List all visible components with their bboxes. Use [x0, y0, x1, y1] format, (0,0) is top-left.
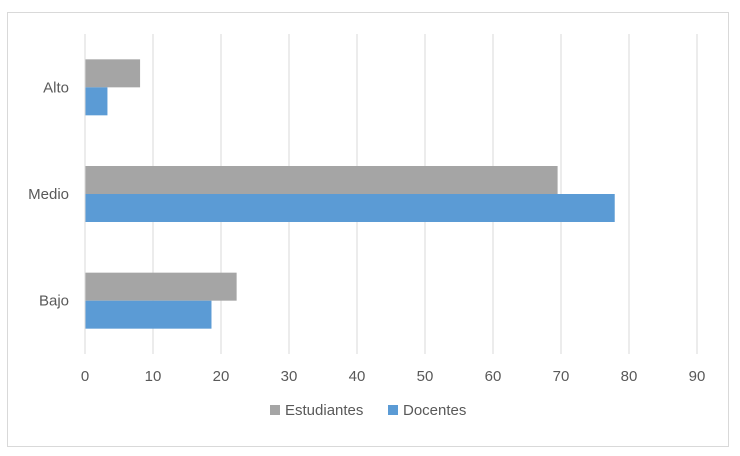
- x-tick-label: 30: [281, 368, 298, 385]
- y-axis: Bajo Medio Alto: [28, 34, 86, 354]
- legend-label-estudiantes: Estudiantes: [285, 402, 363, 419]
- bars: [85, 59, 615, 329]
- bar-docentes-alto: [85, 87, 108, 116]
- y-tick-label-alto: Alto: [43, 79, 69, 96]
- x-tick-label: 80: [621, 368, 638, 385]
- x-tick-label: 0: [81, 368, 89, 385]
- x-axis: 0 10 20 30 40 50 60 70 80 90: [81, 368, 706, 385]
- bar-estudiantes-bajo: [85, 272, 237, 301]
- bar-docentes-medio: [85, 194, 615, 222]
- x-tick-label: 40: [349, 368, 366, 385]
- legend-swatch-docentes: [388, 405, 398, 415]
- bar-docentes-bajo: [85, 300, 212, 329]
- x-tick-label: 20: [213, 368, 230, 385]
- x-tick-label: 10: [145, 368, 162, 385]
- x-tick-label: 60: [485, 368, 502, 385]
- legend-label-docentes: Docentes: [403, 402, 466, 419]
- legend-swatch-estudiantes: [270, 405, 280, 415]
- x-tick-label: 90: [689, 368, 706, 385]
- y-tick-label-medio: Medio: [28, 186, 69, 203]
- x-tick-label: 50: [417, 368, 434, 385]
- x-tick-label: 70: [553, 368, 570, 385]
- y-tick-label-bajo: Bajo: [39, 293, 69, 310]
- bar-estudiantes-alto: [85, 59, 141, 88]
- bar-estudiantes-medio: [85, 166, 558, 194]
- legend: Estudiantes Docentes: [270, 402, 466, 419]
